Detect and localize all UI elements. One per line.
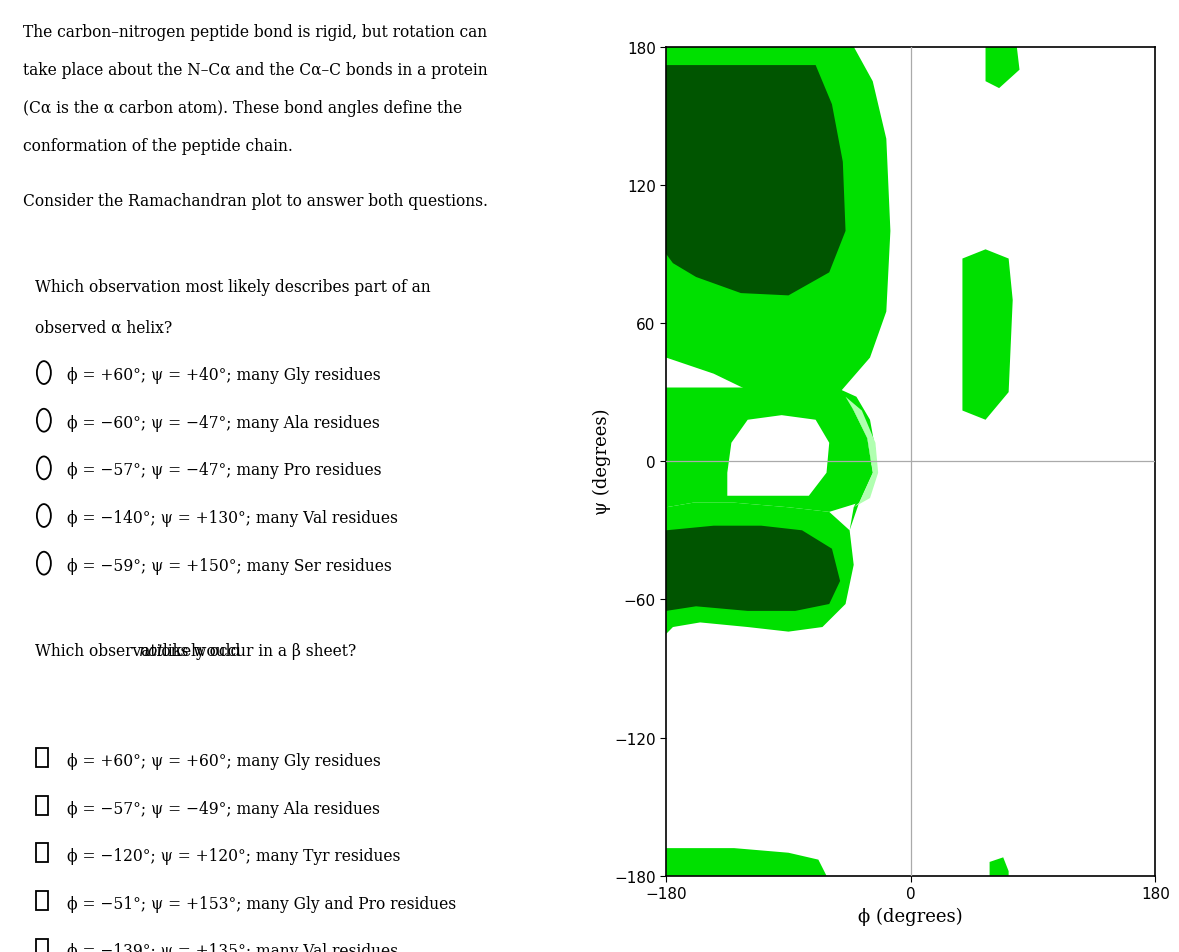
Text: Consider the Ramachandran plot to answer both questions.: Consider the Ramachandran plot to answer… [24,193,488,210]
Text: ϕ = −60°; ψ = −47°; many Ala residues: ϕ = −60°; ψ = −47°; many Ala residues [67,414,380,431]
Polygon shape [836,388,876,531]
Text: Which observation most likely describes part of an: Which observation most likely describes … [35,279,430,296]
Polygon shape [666,504,854,634]
Text: (Cα is the α carbon atom). These bond angles define the: (Cα is the α carbon atom). These bond an… [24,100,462,117]
Text: ϕ = −120°; ψ = +120°; many Tyr residues: ϕ = −120°; ψ = +120°; many Tyr residues [67,847,401,864]
Y-axis label: ψ (degrees): ψ (degrees) [593,408,612,515]
Bar [37,891,48,910]
Polygon shape [962,250,1013,421]
Text: observed α helix?: observed α helix? [35,319,172,336]
Polygon shape [986,48,1020,89]
Text: ϕ = −59°; ψ = +150°; many Ser residues: ϕ = −59°; ψ = +150°; many Ser residues [67,557,391,574]
Text: ϕ = −139°; ψ = +135°; many Val residues: ϕ = −139°; ψ = +135°; many Val residues [67,942,399,952]
Text: ϕ = −51°; ψ = +153°; many Gly and Pro residues: ϕ = −51°; ψ = +153°; many Gly and Pro re… [67,895,456,912]
Text: ϕ = +60°; ψ = +40°; many Gly residues: ϕ = +60°; ψ = +40°; many Gly residues [67,367,381,384]
Text: not: not [139,643,165,660]
Text: ϕ = −57°; ψ = −47°; many Pro residues: ϕ = −57°; ψ = −47°; many Pro residues [67,462,382,479]
Polygon shape [666,388,872,512]
Polygon shape [666,48,890,411]
Text: likely occur in a β sheet?: likely occur in a β sheet? [158,643,356,660]
Bar [37,939,48,952]
Polygon shape [666,848,826,876]
Polygon shape [666,526,841,611]
Text: ϕ = −57°; ψ = −49°; many Ala residues: ϕ = −57°; ψ = −49°; many Ala residues [67,800,380,817]
Text: conformation of the peptide chain.: conformation of the peptide chain. [24,138,294,155]
Bar [37,843,48,863]
Polygon shape [989,858,1009,876]
Text: The carbon–nitrogen peptide bond is rigid, but rotation can: The carbon–nitrogen peptide bond is rigi… [24,24,488,41]
Polygon shape [666,66,845,296]
Text: take place about the N–Cα and the Cα–C bonds in a protein: take place about the N–Cα and the Cα–C b… [24,62,488,79]
X-axis label: ϕ (degrees): ϕ (degrees) [858,906,963,925]
Text: ϕ = −140°; ψ = +130°; many Val residues: ϕ = −140°; ψ = +130°; many Val residues [67,509,399,526]
Bar [37,748,48,767]
Polygon shape [727,416,829,496]
Polygon shape [845,397,878,507]
Text: ϕ = +60°; ψ = +60°; many Gly residues: ϕ = +60°; ψ = +60°; many Gly residues [67,752,381,769]
Text: Which observations would: Which observations would [35,643,245,660]
Bar [37,796,48,815]
